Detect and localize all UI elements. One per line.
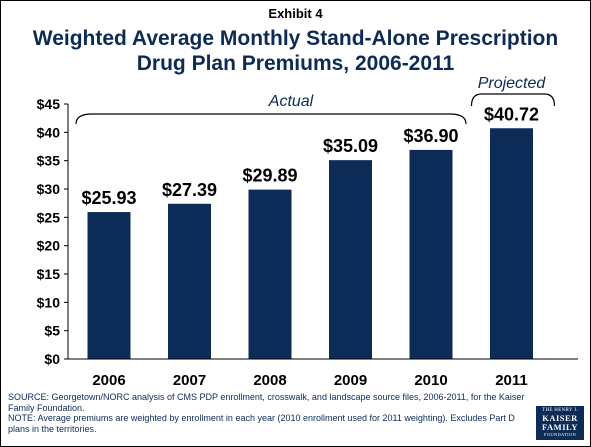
- x-tick-label: 2010: [414, 372, 447, 389]
- x-tick-label: 2007: [173, 372, 206, 389]
- bar-value-label: $36.90: [403, 126, 458, 146]
- x-axis: 2006 2007 2008 2009 2010 2011: [68, 358, 578, 389]
- y-tick-label: $15: [37, 266, 61, 282]
- y-tick-label: $40: [37, 124, 61, 140]
- y-tick-label: $20: [37, 238, 61, 254]
- exhibit-label: Exhibit 4: [268, 6, 323, 21]
- bar-2006: [87, 212, 131, 359]
- bar-2011: [490, 128, 533, 359]
- y-tick-label: $25: [37, 209, 61, 225]
- logo-line-3: FOUNDATION: [544, 432, 576, 437]
- bar-value-label: $25.93: [81, 188, 136, 208]
- bar-value-label: $35.09: [323, 136, 378, 156]
- y-tick-label: $0: [44, 351, 60, 367]
- bar-2007: [168, 203, 211, 359]
- x-tick-label: 2011: [495, 372, 528, 389]
- bar-value-label: $40.72: [484, 104, 539, 124]
- bar-2009: [329, 160, 372, 359]
- x-tick-label: 2006: [92, 372, 125, 389]
- logo-line-2a: KAISER: [542, 413, 578, 423]
- annotations: Actual Projected: [75, 75, 556, 125]
- notes: SOURCE: Georgetown/NORC analysis of CMS …: [8, 392, 528, 434]
- kaiser-family-foundation-logo: THE HENRY J. KAISER FAMILY FOUNDATION: [536, 406, 584, 440]
- bar-2008: [248, 189, 292, 359]
- chart-title-line-1: Weighted Average Monthly Stand-Alone Pre…: [32, 27, 559, 50]
- y-tick-label: $5: [44, 323, 60, 339]
- y-tick-label: $45: [37, 96, 61, 112]
- bars: [87, 128, 533, 359]
- bar-2010: [409, 149, 453, 359]
- actual-label: Actual: [268, 93, 314, 110]
- chart-title-line-2: Drug Plan Premiums, 2006-2011: [136, 52, 455, 75]
- bar-value-label: $29.89: [242, 166, 297, 186]
- source-note: SOURCE: Georgetown/NORC analysis of CMS …: [8, 392, 525, 413]
- projected-bracket: [470, 93, 556, 107]
- projected-label: Projected: [478, 75, 547, 92]
- x-tick-label: 2009: [334, 372, 367, 389]
- logo-line-1: THE HENRY J.: [542, 408, 578, 413]
- y-tick-label: $10: [37, 294, 61, 310]
- y-axis: $0 $5 $10 $15 $20 $25 $30 $35 $40 $45: [37, 96, 69, 367]
- bar-value-labels: $25.93 $27.39 $29.89 $35.09 $36.90 $40.72: [81, 104, 539, 208]
- methodology-note: NOTE: Average premiums are weighted by e…: [8, 413, 515, 434]
- bar-value-label: $27.39: [162, 180, 217, 200]
- chart-title: Weighted Average Monthly Stand-Alone Pre…: [0, 26, 591, 76]
- actual-bracket: [75, 113, 467, 125]
- y-tick-label: $30: [37, 181, 61, 197]
- logo-line-2b: FAMILY: [541, 422, 579, 432]
- x-tick-label: 2008: [253, 372, 286, 389]
- y-tick-label: $35: [37, 153, 61, 169]
